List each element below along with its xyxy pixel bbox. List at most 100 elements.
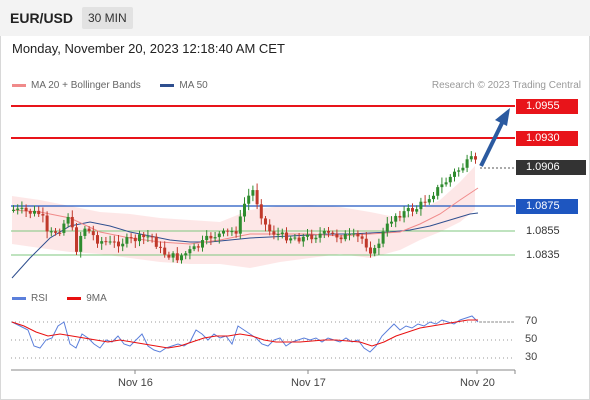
candle-body bbox=[448, 176, 452, 183]
ma50-legend-label: MA 50 bbox=[179, 80, 208, 91]
candle-body bbox=[163, 247, 167, 255]
rsi-ma-legend-label: 9MA bbox=[86, 293, 107, 304]
candle-body bbox=[108, 241, 112, 243]
candle-body bbox=[415, 209, 419, 212]
candle-body bbox=[230, 231, 234, 233]
support-2-label: 1.0835 bbox=[526, 249, 560, 261]
candle-body bbox=[154, 236, 158, 247]
candle-body bbox=[444, 182, 448, 185]
rsi-legend-label: RSI bbox=[31, 293, 48, 304]
rsi-line bbox=[11, 315, 479, 353]
candle-body bbox=[352, 233, 356, 235]
candle-body bbox=[335, 233, 339, 238]
candle-body bbox=[461, 167, 465, 171]
candle-body bbox=[440, 184, 444, 188]
candle-body bbox=[180, 255, 183, 261]
candle-body bbox=[255, 190, 259, 205]
candle-body bbox=[322, 230, 326, 234]
last-price-tag: 1.0906 bbox=[516, 160, 586, 175]
top-bar: EUR/USD 30 MIN bbox=[0, 0, 590, 36]
candle-body bbox=[436, 187, 440, 196]
candle-body bbox=[16, 208, 20, 210]
candle-body bbox=[406, 208, 410, 212]
candle-body bbox=[58, 232, 62, 234]
candle-body bbox=[293, 237, 297, 239]
candle-body bbox=[112, 241, 116, 243]
candle-body bbox=[272, 231, 276, 235]
symbol-label: EUR/USD bbox=[10, 10, 74, 26]
rsi-swatch bbox=[12, 297, 26, 300]
candle-body bbox=[45, 215, 49, 232]
candlestick-series bbox=[12, 151, 477, 264]
candle-body bbox=[423, 201, 427, 203]
candle-body bbox=[318, 233, 322, 238]
candle-body bbox=[390, 221, 393, 224]
candle-body bbox=[146, 236, 150, 238]
candle-body bbox=[314, 237, 318, 240]
rsi-level-50: 50 bbox=[525, 333, 538, 345]
candle-body bbox=[222, 230, 225, 234]
candle-body bbox=[369, 247, 372, 254]
ma50-swatch bbox=[160, 84, 175, 87]
candle-body bbox=[41, 214, 45, 216]
candle-body bbox=[133, 237, 137, 242]
candle-body bbox=[142, 234, 146, 238]
resistance-1-tag: 1.0930 bbox=[516, 131, 578, 146]
candle-body bbox=[87, 228, 91, 232]
candle-body bbox=[289, 238, 293, 241]
candle-body bbox=[453, 171, 456, 177]
candle-body bbox=[419, 201, 423, 210]
x-label-nov20: Nov 20 bbox=[460, 377, 495, 389]
candle-body bbox=[474, 156, 477, 160]
candle-body bbox=[188, 249, 192, 254]
candle-body bbox=[49, 231, 53, 233]
candle-body bbox=[356, 233, 360, 237]
candle-body bbox=[201, 240, 204, 248]
support-1-label: 1.0855 bbox=[526, 225, 560, 237]
candle-body bbox=[213, 237, 217, 239]
candle-body bbox=[280, 232, 284, 235]
candle-body bbox=[411, 208, 414, 212]
candle-body bbox=[125, 237, 129, 244]
candle-body bbox=[196, 246, 200, 248]
candle-body bbox=[394, 215, 398, 222]
ma20-legend-label: MA 20 + Bollinger Bands bbox=[31, 80, 141, 91]
candle-body bbox=[469, 156, 473, 160]
candle-body bbox=[159, 246, 162, 248]
forecast-arrowhead bbox=[495, 108, 510, 126]
candle-body bbox=[381, 231, 385, 244]
candle-body bbox=[301, 236, 305, 242]
timeframe-button[interactable]: 30 MIN bbox=[82, 7, 133, 29]
rsi-ma-swatch bbox=[67, 297, 82, 300]
x-label-nov17: Nov 17 bbox=[291, 377, 326, 389]
candle-body bbox=[12, 209, 15, 211]
candle-body bbox=[167, 254, 171, 258]
candle-body bbox=[70, 216, 74, 228]
candle-body bbox=[129, 237, 133, 239]
candle-body bbox=[432, 195, 435, 200]
ma20-swatch bbox=[12, 84, 26, 87]
candle-body bbox=[91, 231, 95, 236]
rsi-level-30: 30 bbox=[525, 351, 538, 363]
candle-body bbox=[171, 253, 175, 258]
candle-body bbox=[28, 211, 32, 214]
candle-body bbox=[37, 210, 41, 215]
candle-body bbox=[175, 253, 179, 261]
candle-body bbox=[238, 216, 242, 234]
candle-body bbox=[251, 190, 255, 196]
candle-body bbox=[306, 234, 309, 237]
candle-body bbox=[348, 233, 351, 235]
candle-body bbox=[276, 234, 280, 236]
candle-body bbox=[226, 230, 230, 232]
candle-body bbox=[243, 203, 246, 217]
candle-body bbox=[234, 231, 238, 234]
rsi-legend: RSI 9MA bbox=[12, 293, 107, 304]
candle-body bbox=[209, 235, 213, 239]
candle-body bbox=[402, 211, 406, 218]
candle-body bbox=[327, 230, 330, 233]
candle-body bbox=[121, 243, 125, 247]
candle-body bbox=[465, 159, 469, 168]
candle-body bbox=[20, 207, 24, 209]
candle-body bbox=[24, 207, 28, 212]
